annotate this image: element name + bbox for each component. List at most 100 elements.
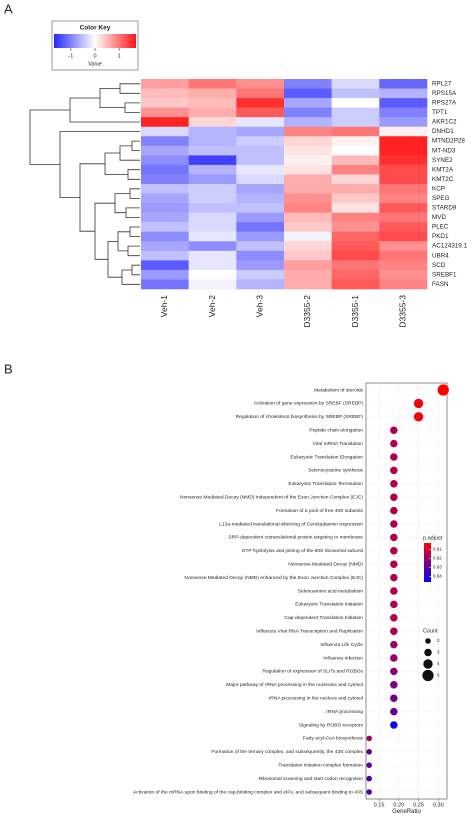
heatmap-cell (379, 155, 428, 166)
dot (390, 466, 398, 475)
dot (390, 560, 398, 568)
column-label: Veh-3 (254, 295, 264, 317)
heatmap-cell (379, 98, 428, 108)
colorkey-tick-label: 1 (118, 53, 121, 59)
heatmap-cell (331, 174, 380, 185)
column-label: Veh-1 (159, 295, 169, 317)
row-label: RPL27 (432, 80, 452, 87)
heatmap-cell (331, 222, 380, 233)
heatmap-cell (284, 269, 332, 280)
column-label: D3355-1 (350, 295, 360, 328)
heatmap-cell (331, 203, 380, 213)
dot (390, 681, 398, 689)
heatmap-cell (331, 117, 380, 128)
colorkey-bar (54, 34, 136, 48)
heatmap-cell (331, 155, 380, 166)
heatmap-cell (188, 250, 237, 261)
term-label: Activation of the mRNA upon binding of t… (133, 789, 364, 795)
heatmap-cell (141, 155, 189, 166)
term-label: Signaling by ROBO receptors (299, 722, 364, 728)
dot (390, 587, 398, 595)
term-label: Nonsense Mediated Decay (NMD) independen… (180, 494, 363, 500)
row-label: SPEG (432, 195, 450, 202)
dot (390, 667, 398, 676)
dot (390, 533, 398, 542)
heatmap-cell (379, 145, 428, 156)
heatmap-cell (284, 203, 332, 213)
heatmap-cell (331, 279, 380, 290)
color-legend-label: 0.02 (433, 556, 442, 561)
heatmap-cell (379, 193, 428, 204)
heatmap-cell (379, 231, 428, 242)
heatmap-cell (379, 269, 428, 280)
heatmap-cell (379, 222, 428, 233)
column-label: D3355-3 (397, 295, 407, 328)
dot (390, 573, 398, 582)
heatmap-cell (188, 231, 237, 242)
colorkey-label: Value (88, 61, 102, 67)
dot (390, 439, 398, 448)
colorkey-box (51, 20, 139, 71)
heatmap-cell (284, 164, 332, 175)
panel-label: A (4, 1, 13, 16)
row-label: MVD (432, 214, 446, 221)
heatmap-cell (379, 88, 428, 99)
color-legend-label: 0.03 (433, 565, 442, 570)
heatmap-cell (141, 184, 189, 194)
term-label: Ribosomal scanning and start codon recog… (259, 776, 364, 782)
dot (366, 735, 372, 742)
dot (390, 547, 398, 555)
row-label: KCP (432, 185, 445, 192)
heatmap-cell (141, 88, 189, 99)
heatmap-cell (141, 212, 189, 223)
dot (366, 762, 372, 768)
heatmap-cell (236, 145, 285, 156)
term-label: Translation initiation complex formation (278, 762, 363, 768)
heatmap-cell (188, 260, 237, 271)
term-label: rRNA processing (326, 709, 363, 715)
heatmap-cell (379, 203, 428, 213)
term-label: Regulation of cholesterol biosynthesis b… (236, 414, 364, 420)
heatmap-cell (188, 193, 237, 204)
heatmap-cell (284, 155, 332, 166)
color-legend-title: p.adjust (423, 535, 443, 541)
x-tick-label: 0.25 (413, 802, 424, 808)
heatmap-cell (379, 117, 428, 128)
heatmap-cell (188, 279, 237, 290)
heatmap-cell (236, 241, 285, 252)
dot (390, 614, 398, 622)
heatmap-cell (236, 88, 285, 99)
color-legend-label: 0.01 (433, 547, 442, 552)
term-label: Metabolism of steroids (314, 387, 363, 393)
term-label: Major pathway of rRNA processing in the … (226, 682, 363, 688)
heatmap-cell (236, 164, 285, 175)
term-label: Selenoamino acid metabolism (298, 588, 363, 594)
row-label: FASN (432, 281, 449, 288)
row-label: AC124319.1 (432, 243, 468, 250)
term-label: Influenza Viral RNA Transcription and Re… (256, 628, 363, 634)
heatmap-cell (141, 260, 189, 271)
heatmap-cell (188, 269, 237, 280)
heatmap-cell (236, 269, 285, 280)
dot (366, 775, 372, 782)
heatmap-cell (141, 231, 189, 242)
row-label: RPS27A (432, 100, 457, 107)
term-label: Cap-dependent Translation Initiation (284, 615, 363, 621)
heatmap-cell (379, 279, 428, 290)
dot (413, 398, 424, 409)
size-legend-dot (424, 648, 432, 657)
size-legend-dot (425, 638, 431, 644)
heatmap-cell (331, 79, 380, 89)
term-label: Activation of gene expression by SREBF (… (254, 401, 364, 407)
heatmap-cell (284, 193, 332, 204)
heatmap-cell (284, 107, 332, 118)
term-label: rRNA processing in the nucleus and cytos… (269, 695, 363, 701)
heatmap-cell (141, 279, 189, 290)
heatmap-cell (188, 155, 237, 166)
dendrogram (29, 83, 140, 285)
heatmap-cell (331, 98, 380, 108)
x-tick-label: 0.15 (374, 802, 385, 808)
heatmap-cell (331, 88, 380, 99)
heatmap-cell (284, 231, 332, 242)
heatmap-cell (379, 126, 428, 137)
